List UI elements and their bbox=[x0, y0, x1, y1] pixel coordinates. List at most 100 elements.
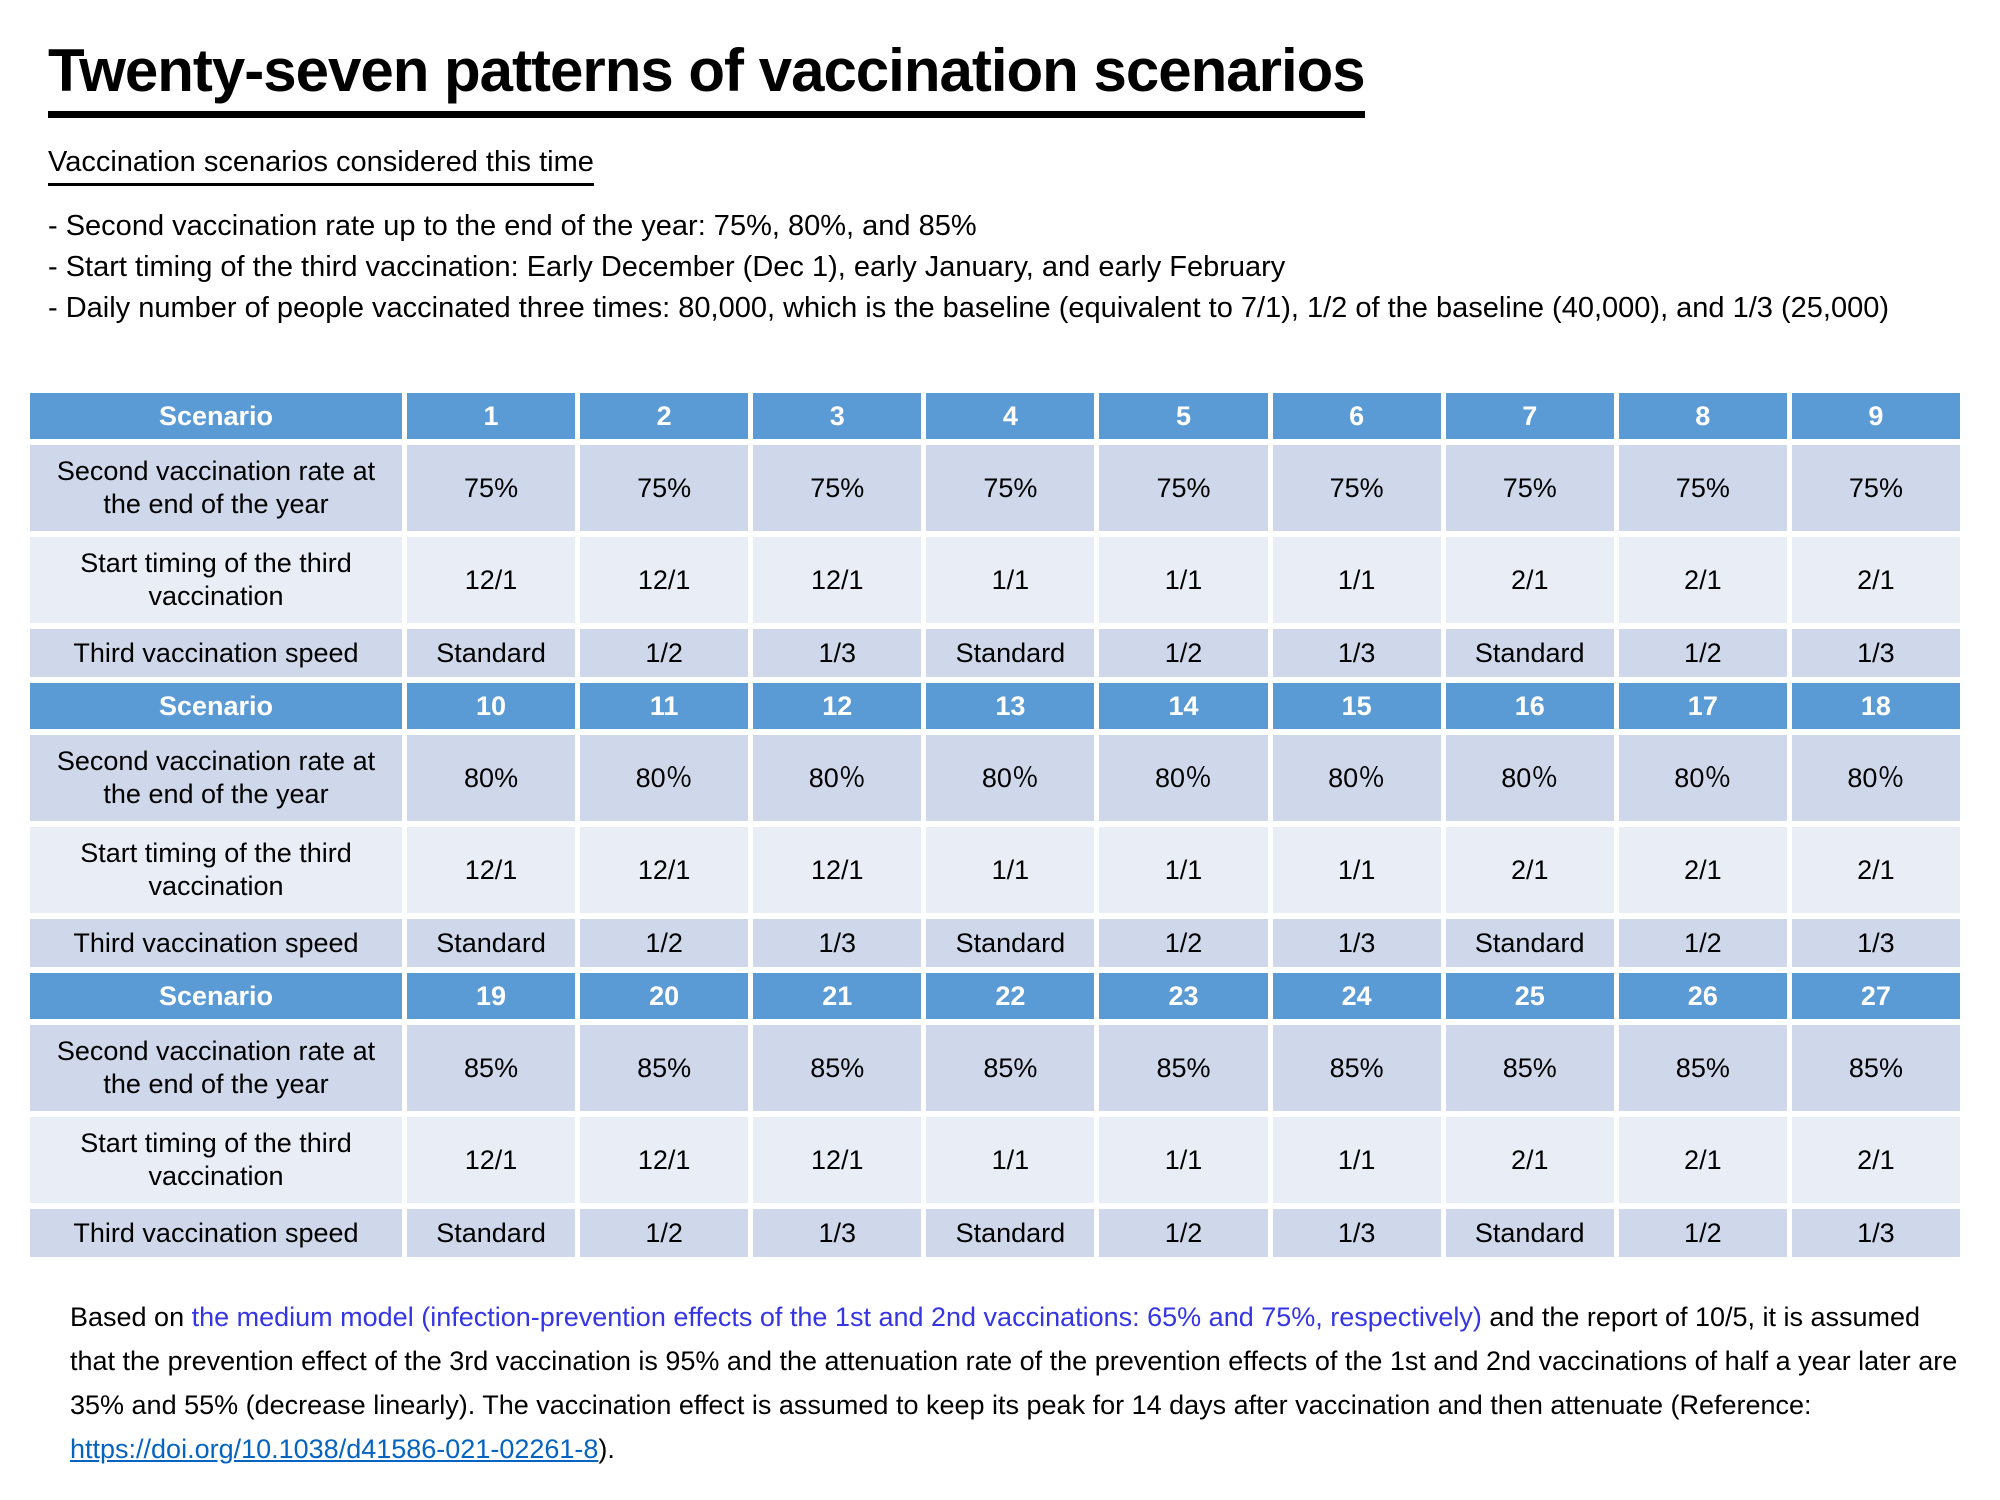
value-cell: 2/1 bbox=[1445, 1117, 1614, 1203]
scenario-table: Scenario 1 2 3 4 5 6 7 8 9 Second vaccination rate… bbox=[25, 387, 1965, 1263]
scenario-header-row: Scenario 10 11 12 13 14 15 16 17 18 bbox=[30, 683, 1960, 729]
value-cell: 85% bbox=[407, 1025, 576, 1111]
value-cell: 8 bbox=[1618, 393, 1787, 439]
value-cell: 3 bbox=[753, 393, 922, 439]
value-cell: 13 bbox=[926, 683, 1095, 729]
value-cell: 4 bbox=[926, 393, 1095, 439]
value-cell: 1/1 bbox=[1099, 537, 1268, 623]
value-cell: 80％ bbox=[1445, 735, 1614, 821]
value-cell: 1/1 bbox=[1272, 537, 1441, 623]
value-cell: 2/1 bbox=[1618, 537, 1787, 623]
value-cell: 1/3 bbox=[753, 919, 922, 967]
value-cell: 80％ bbox=[580, 735, 749, 821]
value-cell: 85% bbox=[1445, 1025, 1614, 1111]
page-title: Twenty-seven patterns of vaccination sce… bbox=[48, 36, 1366, 118]
value-cell: 1 bbox=[407, 393, 576, 439]
value-cell: 75% bbox=[1099, 445, 1268, 531]
scenario-header-row: Scenario 1 2 3 4 5 6 7 8 9 bbox=[30, 393, 1960, 439]
bullet-list: - Second vaccination rate up to the end … bbox=[48, 206, 1940, 329]
value-cell: 1/2 bbox=[1099, 629, 1268, 677]
value-cell: 1/2 bbox=[1618, 919, 1787, 967]
value-cell: 1/3 bbox=[753, 629, 922, 677]
value-cell: 15 bbox=[1272, 683, 1441, 729]
row-label: Third vaccination speed bbox=[30, 1209, 402, 1257]
value-cell: 12/1 bbox=[753, 537, 922, 623]
rate-row: Second vaccination rate at the end of th… bbox=[30, 445, 1960, 531]
value-cell: 1/2 bbox=[1099, 919, 1268, 967]
value-cell: 12/1 bbox=[753, 1117, 922, 1203]
row-label: Scenario bbox=[30, 973, 402, 1019]
value-cell: 20 bbox=[580, 973, 749, 1019]
value-cell: 2/1 bbox=[1445, 827, 1614, 913]
rate-row: Second vaccination rate at the end of th… bbox=[30, 1025, 1960, 1111]
value-cell: 1/3 bbox=[1791, 629, 1960, 677]
value-cell: Standard bbox=[926, 919, 1095, 967]
row-label: Third vaccination speed bbox=[30, 629, 402, 677]
timing-row: Start timing of the third vaccination 12/… bbox=[30, 827, 1960, 913]
value-cell: 1/1 bbox=[1272, 827, 1441, 913]
value-cell: Standard bbox=[926, 629, 1095, 677]
row-label: Start timing of the third vaccination bbox=[30, 827, 402, 913]
value-cell: 75% bbox=[580, 445, 749, 531]
value-cell: 22 bbox=[926, 973, 1095, 1019]
value-cell: 80％ bbox=[1618, 735, 1787, 821]
value-cell: 12/1 bbox=[407, 827, 576, 913]
value-cell: 18 bbox=[1791, 683, 1960, 729]
speed-row: Third vaccination speed Standard 1/2 1/3 Sta… bbox=[30, 1209, 1960, 1257]
value-cell: 14 bbox=[1099, 683, 1268, 729]
value-cell: 75% bbox=[1445, 445, 1614, 531]
bullet-item: - Daily number of people vaccinated thre… bbox=[48, 292, 1890, 324]
value-cell: 2/1 bbox=[1618, 827, 1787, 913]
value-cell: 5 bbox=[1099, 393, 1268, 439]
row-label: Start timing of the third vaccination bbox=[30, 537, 402, 623]
footnote: Based on the medium model (infection-pre… bbox=[70, 1295, 1970, 1471]
value-cell: 21 bbox=[753, 973, 922, 1019]
value-cell: 75% bbox=[753, 445, 922, 531]
value-cell: Standard bbox=[407, 919, 576, 967]
value-cell: Standard bbox=[407, 1209, 576, 1257]
value-cell: 80％ bbox=[753, 735, 922, 821]
timing-row: Start timing of the third vaccination 12/… bbox=[30, 1117, 1960, 1203]
value-cell: 12/1 bbox=[753, 827, 922, 913]
value-cell: Standard bbox=[926, 1209, 1095, 1257]
value-cell: 2 bbox=[580, 393, 749, 439]
value-cell: 9 bbox=[1791, 393, 1960, 439]
value-cell: 1/2 bbox=[580, 629, 749, 677]
value-cell: 10 bbox=[407, 683, 576, 729]
value-cell: 25 bbox=[1445, 973, 1614, 1019]
value-cell: 27 bbox=[1791, 973, 1960, 1019]
value-cell: 12/1 bbox=[580, 827, 749, 913]
value-cell: 1/1 bbox=[1099, 1117, 1268, 1203]
row-label: Scenario bbox=[30, 683, 402, 729]
value-cell: 80％ bbox=[1791, 735, 1960, 821]
value-cell: 1/3 bbox=[1272, 919, 1441, 967]
value-cell: 2/1 bbox=[1791, 1117, 1960, 1203]
value-cell: 80% bbox=[407, 735, 576, 821]
value-cell: 85% bbox=[1272, 1025, 1441, 1111]
value-cell: 85% bbox=[753, 1025, 922, 1111]
value-cell: 1/1 bbox=[1099, 827, 1268, 913]
value-cell: 1/1 bbox=[926, 827, 1095, 913]
timing-row: Start timing of the third vaccination 12/… bbox=[30, 537, 1960, 623]
rate-row: Second vaccination rate at the end of th… bbox=[30, 735, 1960, 821]
doi-link[interactable]: https://doi.org/10.1038/d41586-021-02261… bbox=[70, 1434, 599, 1464]
bullet-item: - Second vaccination rate up to the end … bbox=[48, 210, 977, 242]
value-cell: 75% bbox=[407, 445, 576, 531]
value-cell: 1/1 bbox=[926, 537, 1095, 623]
value-cell: 1/3 bbox=[1272, 1209, 1441, 1257]
value-cell: 7 bbox=[1445, 393, 1614, 439]
value-cell: 2/1 bbox=[1445, 537, 1614, 623]
value-cell: 80％ bbox=[1099, 735, 1268, 821]
value-cell: 1/3 bbox=[753, 1209, 922, 1257]
bullet-item: - Start timing of the third vaccination:… bbox=[48, 251, 1286, 283]
value-cell: 12/1 bbox=[580, 537, 749, 623]
value-cell: 2/1 bbox=[1791, 537, 1960, 623]
value-cell: 75% bbox=[926, 445, 1095, 531]
scenario-table-body: Scenario 1 2 3 4 5 6 7 8 9 Second vaccination rate… bbox=[30, 393, 1960, 1257]
value-cell: 1/2 bbox=[580, 919, 749, 967]
value-cell: Standard bbox=[1445, 629, 1614, 677]
speed-row: Third vaccination speed Standard 1/2 1/3 Sta… bbox=[30, 919, 1960, 967]
value-cell: 12/1 bbox=[407, 537, 576, 623]
value-cell: 85% bbox=[1618, 1025, 1787, 1111]
value-cell: 85% bbox=[1099, 1025, 1268, 1111]
